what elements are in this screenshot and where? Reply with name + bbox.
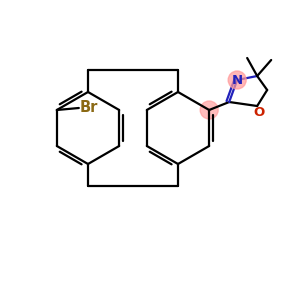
Text: O: O — [254, 106, 265, 119]
Text: Br: Br — [80, 100, 98, 115]
Circle shape — [200, 101, 218, 119]
Text: N: N — [232, 74, 243, 86]
Circle shape — [228, 71, 246, 89]
